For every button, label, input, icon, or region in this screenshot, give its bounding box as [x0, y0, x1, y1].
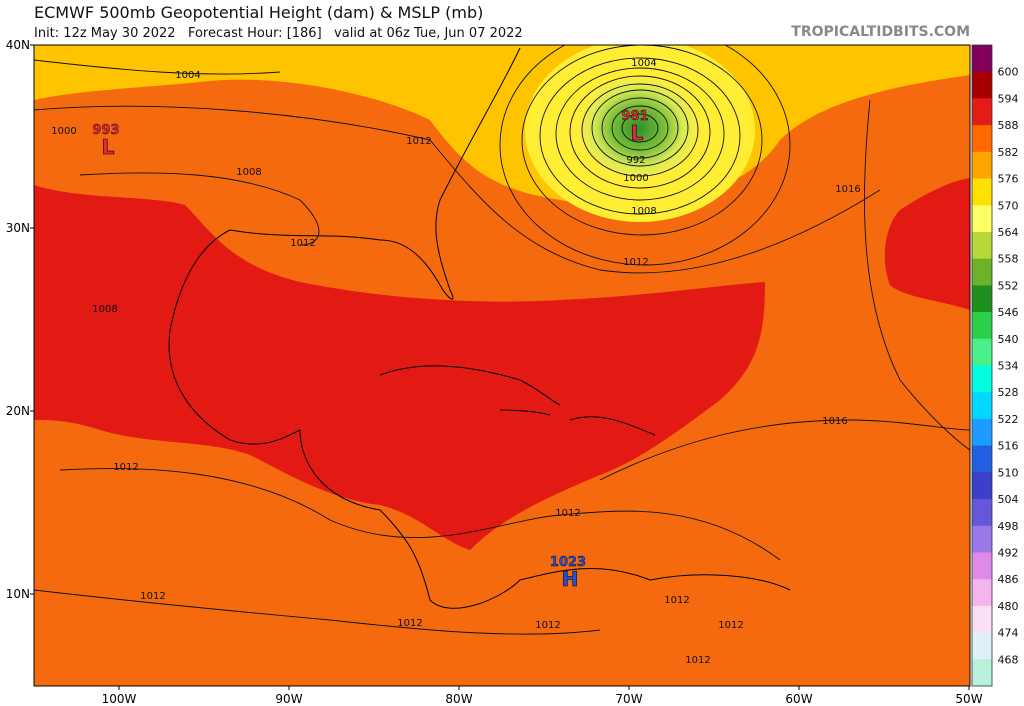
- colorbar-cell: [972, 71, 992, 99]
- colorbar-cell: [972, 178, 992, 206]
- lat-label: 20N: [6, 404, 30, 418]
- colorbar-label: 600: [998, 66, 1019, 79]
- colorbar-cell: [972, 338, 992, 366]
- colorbar-label: 564: [998, 226, 1019, 239]
- colorbar-cell: [972, 365, 992, 393]
- colorbar-label: 534: [998, 360, 1019, 373]
- lon-label: 100W: [102, 692, 137, 706]
- colorbar-cell: [972, 125, 992, 153]
- lon-label: 60W: [785, 692, 812, 706]
- colorbar-label: 552: [998, 279, 1019, 292]
- isobar-label: 1012: [555, 508, 580, 519]
- isobar-label: 1012: [406, 136, 431, 147]
- colorbar-label: 510: [998, 466, 1019, 479]
- colorbar-label: 522: [998, 413, 1019, 426]
- center-pressure: 993: [92, 123, 119, 138]
- isobar-label: 1012: [397, 618, 422, 629]
- colorbar-cell: [972, 659, 992, 687]
- isobar-label: 1012: [290, 238, 315, 249]
- isobar-label: 1008: [92, 304, 117, 315]
- isobar-label: 1000: [51, 126, 76, 137]
- colorbar-cell: [972, 205, 992, 233]
- colorbar-cell: [972, 472, 992, 500]
- colorbar-label: 540: [998, 333, 1019, 346]
- map-frame: [33, 44, 971, 687]
- colorbar-cell: [972, 525, 992, 553]
- isobar-label: 1012: [685, 655, 710, 666]
- isobar-label: 1004: [631, 58, 656, 69]
- lat-label: 10N: [6, 587, 30, 601]
- colorbar-label: 570: [998, 199, 1019, 212]
- lon-label: 70W: [615, 692, 642, 706]
- colorbar-cell: [972, 632, 992, 660]
- colorbar-cell: [972, 552, 992, 580]
- colorbar-cell: [972, 151, 992, 180]
- colorbar-cell: [972, 445, 992, 473]
- colorbar-cell: [972, 45, 992, 73]
- colorbar-label: 528: [998, 386, 1019, 399]
- colorbar-label: 504: [998, 493, 1019, 506]
- isobar-label: 1008: [236, 167, 261, 178]
- colorbar-cell: [972, 499, 992, 527]
- colorbar-label: 492: [998, 546, 1019, 559]
- center-symbol: H: [562, 567, 579, 591]
- lon-label: 50W: [955, 692, 982, 706]
- lon-label: 90W: [275, 692, 302, 706]
- isobar-label: 992: [626, 155, 645, 166]
- colorbar-label: 498: [998, 520, 1019, 533]
- isobar-label: 1012: [718, 620, 743, 631]
- lat-label: 40N: [6, 38, 30, 52]
- colorbar-label: 480: [998, 600, 1019, 613]
- colorbar-cell: [972, 231, 992, 260]
- colorbar-cell: [972, 418, 992, 447]
- colorbar-label: 546: [998, 306, 1019, 319]
- colorbar-label: 594: [998, 92, 1019, 105]
- colorbar-cell: [972, 392, 992, 420]
- subtitle: Init: 12z May 30 2022 Forecast Hour: [18…: [34, 26, 523, 41]
- center-pressure: 1023: [550, 555, 586, 570]
- isobar-label: 1008: [631, 206, 656, 217]
- center-symbol: L: [631, 121, 644, 145]
- colorbar-cell: [972, 98, 992, 126]
- colorbar-frame: [971, 44, 993, 687]
- map-fill: [34, 45, 970, 686]
- colorbar-label: 558: [998, 253, 1019, 266]
- isobar-label: 1012: [140, 591, 165, 602]
- title: ECMWF 500mb Geopotential Height (dam) & …: [34, 3, 484, 22]
- isobar-label: 1012: [664, 595, 689, 606]
- colorbar-cell: [972, 605, 992, 634]
- isobar-label: 1012: [535, 620, 560, 631]
- colorbar-label: 576: [998, 173, 1019, 186]
- isobar-label: 1000: [623, 173, 648, 184]
- isobar-label: 1016: [822, 416, 847, 427]
- lon-label: 80W: [445, 692, 472, 706]
- colorbar-label: 468: [998, 653, 1019, 666]
- colorbar-cell: [972, 312, 992, 340]
- colorbar-label: 582: [998, 146, 1019, 159]
- center-pressure: 981: [621, 109, 648, 124]
- center-symbol: L: [102, 135, 115, 159]
- lat-label: 30N: [6, 221, 30, 235]
- isobar-label: 1016: [835, 184, 860, 195]
- source: TROPICALTIDBITS.COM: [791, 24, 970, 40]
- isobar-label: 1012: [623, 257, 648, 268]
- colorbar-label: 516: [998, 440, 1019, 453]
- isobar-label: 1012: [113, 462, 138, 473]
- colorbar-cell: [972, 285, 992, 313]
- isobar-label: 1004: [175, 70, 200, 81]
- colorbar-cell: [972, 258, 992, 286]
- colorbar-label: 588: [998, 119, 1019, 132]
- colorbar-label: 486: [998, 573, 1019, 586]
- colorbar-cell: [972, 579, 992, 607]
- colorbar-label: 474: [998, 627, 1019, 640]
